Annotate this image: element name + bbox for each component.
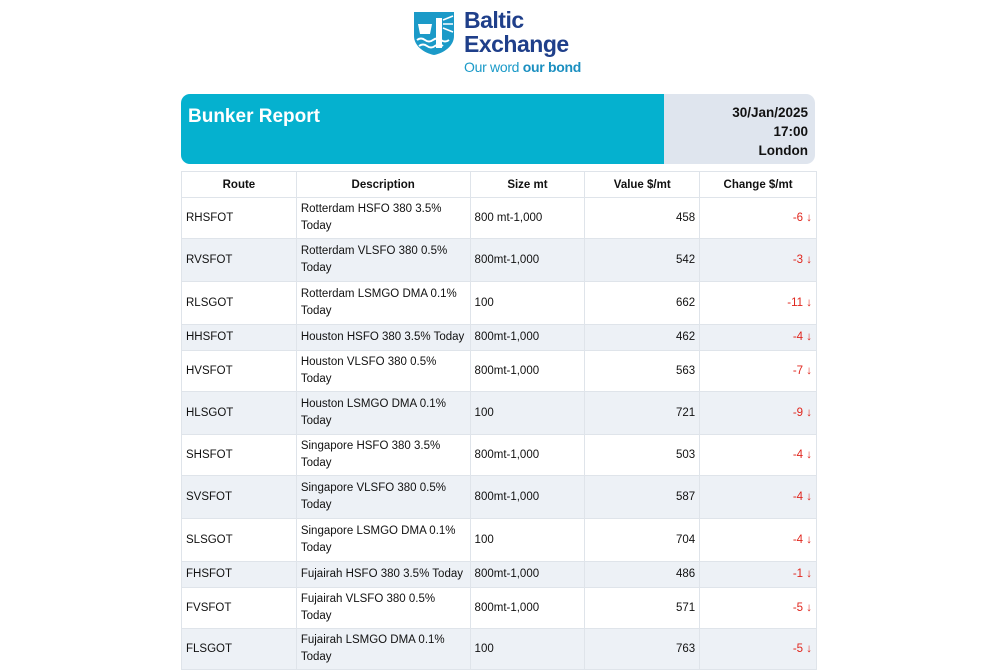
column-header-route: Route [181, 171, 297, 198]
cell-description: Singapore VLSFO 380 0.5% Today [295, 475, 471, 519]
cell-description: Rotterdam LSMGO DMA 0.1% Today [295, 281, 471, 325]
baltic-exchange-logo: Baltic Exchange Our word our bond [412, 8, 592, 78]
cell-route: RHSFOT [181, 197, 297, 239]
cell-route: RVSFOT [181, 238, 297, 282]
cell-value: 587 [584, 475, 701, 519]
table-row: FHSFOT Fujairah HSFO 380 3.5% Today 800mt-… [181, 561, 817, 588]
cell-route: HVSFOT [181, 350, 297, 392]
cell-description: Singapore LSMGO DMA 0.1% Today [295, 518, 471, 562]
cell-change: -7 ↓ [699, 350, 817, 392]
cell-size: 800mt-1,000 [469, 238, 586, 282]
cell-value: 462 [584, 324, 701, 351]
cell-change: -4 ↓ [699, 518, 817, 562]
shield-lighthouse-icon [414, 12, 454, 55]
cell-description: Singapore HSFO 380 3.5% Today [295, 434, 471, 476]
cell-change: -4 ↓ [699, 475, 817, 519]
table-row: HHSFOT Houston HSFO 380 3.5% Today 800mt-1… [181, 324, 817, 351]
table-row: SVSFOT Singapore VLSFO 380 0.5% Today 800m… [181, 475, 817, 519]
cell-value: 503 [584, 434, 701, 476]
logo-name-line2: Exchange [464, 31, 569, 57]
cell-size: 800mt-1,000 [469, 561, 586, 588]
cell-description: Fujairah HSFO 380 3.5% Today [295, 561, 471, 588]
cell-size: 100 [469, 518, 586, 562]
cell-change: -1 ↓ [699, 561, 817, 588]
table-row: HVSFOT Houston VLSFO 380 0.5% Today 800mt-… [181, 350, 817, 392]
cell-description: Houston HSFO 380 3.5% Today [295, 324, 471, 351]
tagline-bold: our bond [522, 59, 582, 75]
cell-size: 100 [469, 391, 586, 435]
cell-change: -5 ↓ [699, 628, 817, 670]
cell-route: HLSGOT [181, 391, 297, 435]
column-header-description: Description [295, 171, 471, 198]
cell-size: 100 [469, 281, 586, 325]
table-row: SLSGOT Singapore LSMGO DMA 0.1% Today 100 7… [181, 518, 817, 562]
cell-value: 563 [584, 350, 701, 392]
table-row: RVSFOT Rotterdam VLSFO 380 0.5% Today 800m… [181, 238, 817, 282]
bunker-table: Route Description Size mt Value $/mt Change … [181, 171, 817, 670]
table-row: RLSGOT Rotterdam LSMGO DMA 0.1% Today 100 6… [181, 281, 817, 325]
cell-value: 458 [584, 197, 701, 239]
cell-change: -9 ↓ [699, 391, 817, 435]
column-header-value: Value $/mt [584, 171, 701, 198]
cell-description: Houston LSMGO DMA 0.1% Today [295, 391, 471, 435]
report-location: London [758, 143, 808, 158]
cell-change: -6 ↓ [699, 197, 817, 239]
report-date: 30/Jan/2025 [732, 105, 808, 120]
cell-change: -3 ↓ [699, 238, 817, 282]
cell-value: 571 [584, 587, 701, 629]
report-title: Bunker Report [188, 106, 320, 127]
table-row: RHSFOT Rotterdam HSFO 380 3.5% Today 800 m… [181, 197, 817, 239]
cell-route: FHSFOT [181, 561, 297, 588]
cell-size: 800 mt-1,000 [469, 197, 586, 239]
cell-value: 704 [584, 518, 701, 562]
column-header-change: Change $/mt [699, 171, 817, 198]
report-time: 17:00 [773, 124, 808, 139]
cell-change: -5 ↓ [699, 587, 817, 629]
cell-description: Fujairah VLSFO 380 0.5% Today [295, 587, 471, 629]
cell-change: -11 ↓ [699, 281, 817, 325]
cell-size: 800mt-1,000 [469, 475, 586, 519]
cell-size: 800mt-1,000 [469, 350, 586, 392]
cell-route: SHSFOT [181, 434, 297, 476]
tagline-light: Our word [464, 59, 520, 75]
table-row: HLSGOT Houston LSMGO DMA 0.1% Today 100 721… [181, 391, 817, 435]
cell-route: RLSGOT [181, 281, 297, 325]
cell-value: 763 [584, 628, 701, 670]
cell-description: Houston VLSFO 380 0.5% Today [295, 350, 471, 392]
cell-size: 800mt-1,000 [469, 434, 586, 476]
logo-name-line1: Baltic [464, 7, 524, 33]
cell-description: Fujairah LSMGO DMA 0.1% Today [295, 628, 471, 670]
table-row: SHSFOT Singapore HSFO 380 3.5% Today 800mt… [181, 434, 817, 476]
cell-change: -4 ↓ [699, 434, 817, 476]
column-header-size: Size mt [469, 171, 586, 198]
table-row: FVSFOT Fujairah VLSFO 380 0.5% Today 800mt… [181, 587, 817, 629]
cell-size: 800mt-1,000 [469, 587, 586, 629]
report-header: Bunker Report 30/Jan/2025 17:00 London [181, 94, 815, 164]
cell-size: 800mt-1,000 [469, 324, 586, 351]
cell-route: FLSGOT [181, 628, 297, 670]
cell-route: SLSGOT [181, 518, 297, 562]
cell-size: 100 [469, 628, 586, 670]
cell-description: Rotterdam HSFO 380 3.5% Today [295, 197, 471, 239]
cell-value: 542 [584, 238, 701, 282]
cell-route: SVSFOT [181, 475, 297, 519]
cell-value: 721 [584, 391, 701, 435]
table-row: FLSGOT Fujairah LSMGO DMA 0.1% Today 100 76… [181, 628, 817, 670]
cell-route: FVSFOT [181, 587, 297, 629]
cell-description: Rotterdam VLSFO 380 0.5% Today [295, 238, 471, 282]
cell-route: HHSFOT [181, 324, 297, 351]
cell-value: 486 [584, 561, 701, 588]
cell-value: 662 [584, 281, 701, 325]
cell-change: -4 ↓ [699, 324, 817, 351]
